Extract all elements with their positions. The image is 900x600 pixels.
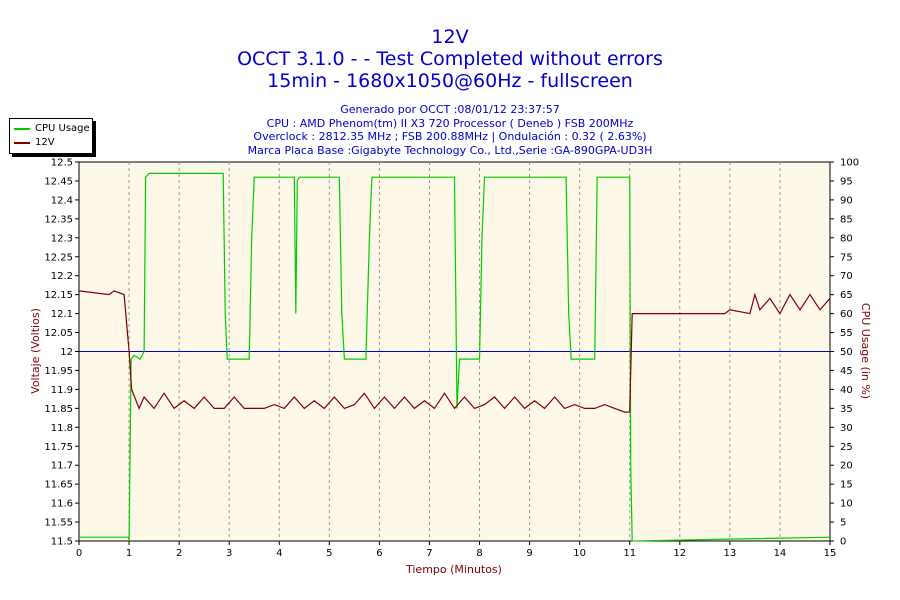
y-left-tick-label: 12.05 bbox=[44, 328, 73, 339]
y-left-tick-label: 11.5 bbox=[51, 537, 73, 548]
x-tick-label: 12 bbox=[673, 548, 686, 559]
series-cpu-usage bbox=[79, 172, 831, 542]
y-left-tick-label: 11.55 bbox=[44, 518, 73, 529]
y-left-tick-label: 12.35 bbox=[44, 214, 73, 225]
y-right-tick-label: 80 bbox=[840, 233, 853, 244]
y-left-tick-label: 11.95 bbox=[44, 366, 73, 377]
x-tick-label: 13 bbox=[723, 548, 736, 559]
title-block: 12V OCCT 3.1.0 - - Test Completed withou… bbox=[0, 26, 900, 92]
y-right-tick-label: 20 bbox=[840, 461, 853, 472]
y-left-tick-label: 11.9 bbox=[51, 385, 73, 396]
chart-subtitle-test: OCCT 3.1.0 - - Test Completed without er… bbox=[237, 48, 663, 70]
y-axis-right: 0 5 10 15 20 25 30 35 40 45 50 55 60 65 70 75 80 85 90 95 10… bbox=[830, 158, 859, 548]
y-axis-right-label: CPU Usage (in %) bbox=[859, 303, 872, 399]
y-right-tick-label: 70 bbox=[840, 271, 853, 282]
y-right-tick-label: 40 bbox=[840, 385, 853, 396]
x-tick-label: 14 bbox=[774, 548, 787, 559]
info-motherboard: Marca Placa Base :Gigabyte Technology Co… bbox=[247, 143, 653, 157]
x-axis-label: Tiempo (Minutos) bbox=[405, 563, 502, 576]
y-left-tick-label: 12.45 bbox=[44, 176, 73, 187]
legend: CPU Usage 12V bbox=[9, 118, 93, 154]
legend-label-cpu: CPU Usage bbox=[35, 123, 90, 134]
y-right-tick-label: 60 bbox=[840, 309, 853, 320]
x-axis: 0 1 2 3 4 5 6 7 8 9 10 11 12 13 14 15 bbox=[76, 541, 837, 559]
chart-subtitle-resolution: 15min - 1680x1050@60Hz - fullscreen bbox=[267, 70, 633, 92]
y-right-tick-label: 45 bbox=[840, 366, 853, 377]
x-tick-label: 4 bbox=[276, 548, 282, 559]
x-tick-label: 1 bbox=[126, 548, 132, 559]
y-right-tick-label: 25 bbox=[840, 442, 853, 453]
x-tick-label: 10 bbox=[573, 548, 586, 559]
info-generated: Generado por OCCT :08/01/12 23:37:57 bbox=[340, 103, 560, 116]
y-right-tick-label: 15 bbox=[840, 480, 853, 491]
y-right-tick-label: 100 bbox=[840, 158, 859, 169]
y-left-tick-label: 12.1 bbox=[51, 309, 73, 320]
x-tick-label: 3 bbox=[226, 548, 232, 559]
y-right-tick-label: 30 bbox=[840, 423, 853, 434]
y-right-tick-label: 55 bbox=[840, 328, 853, 339]
chart-title: 12V bbox=[431, 26, 469, 48]
y-left-tick-label: 12.5 bbox=[51, 158, 73, 169]
y-left-tick-label: 12.25 bbox=[44, 252, 73, 263]
info-cpu: CPU : AMD Phenom(tm) II X3 720 Processor… bbox=[266, 116, 634, 130]
y-left-tick-label: 12.2 bbox=[51, 271, 73, 282]
system-info: Generado por OCCT :08/01/12 23:37:57 CPU… bbox=[0, 103, 900, 157]
y-right-tick-label: 10 bbox=[840, 499, 853, 510]
y-axis-left: 11.5 11.55 11.6 11.65 11.7 11.75 11.8 11.85 11.9… bbox=[44, 158, 79, 548]
x-tick-label: 9 bbox=[526, 548, 532, 559]
y-right-tick-label: 5 bbox=[840, 518, 846, 529]
y-left-tick-label: 11.7 bbox=[51, 461, 73, 472]
y-left-tick-label: 11.75 bbox=[44, 442, 73, 453]
y-right-tick-label: 35 bbox=[840, 404, 853, 415]
y-right-tick-label: 0 bbox=[840, 537, 846, 548]
y-axis-left-label: Voltaje (Voltios) bbox=[29, 308, 42, 394]
y-right-tick-label: 95 bbox=[840, 176, 853, 187]
series-layer bbox=[78, 172, 831, 542]
x-tick-label: 6 bbox=[376, 548, 382, 559]
y-right-tick-label: 90 bbox=[840, 195, 853, 206]
y-right-tick-label: 85 bbox=[840, 214, 853, 225]
x-tick-label: 5 bbox=[326, 548, 332, 559]
y-left-tick-label: 12.15 bbox=[44, 290, 73, 301]
y-left-tick-label: 11.65 bbox=[44, 480, 73, 491]
y-right-tick-label: 75 bbox=[840, 252, 853, 263]
y-left-tick-label: 12 bbox=[60, 347, 73, 358]
x-tick-label: 2 bbox=[176, 548, 182, 559]
x-tick-label: 7 bbox=[426, 548, 432, 559]
y-left-tick-label: 11.8 bbox=[51, 423, 73, 434]
legend-swatch-12v bbox=[14, 142, 30, 144]
y-left-tick-label: 12.3 bbox=[51, 233, 73, 244]
y-right-tick-label: 50 bbox=[840, 347, 853, 358]
info-overclock: Overclock : 2812.35 MHz ; FSB 200.88MHz … bbox=[253, 130, 647, 143]
y-right-tick-label: 65 bbox=[840, 290, 853, 301]
x-tick-label: 11 bbox=[623, 548, 636, 559]
x-tick-label: 15 bbox=[824, 548, 837, 559]
series-12v bbox=[78, 290, 831, 413]
x-tick-label: 8 bbox=[476, 548, 482, 559]
y-left-tick-label: 11.6 bbox=[51, 499, 73, 510]
y-left-tick-label: 11.85 bbox=[44, 404, 73, 415]
legend-swatch-cpu bbox=[14, 128, 30, 130]
y-left-tick-label: 12.4 bbox=[51, 195, 73, 206]
x-tick-label: 0 bbox=[76, 548, 82, 559]
legend-label-12v: 12V bbox=[35, 137, 55, 148]
